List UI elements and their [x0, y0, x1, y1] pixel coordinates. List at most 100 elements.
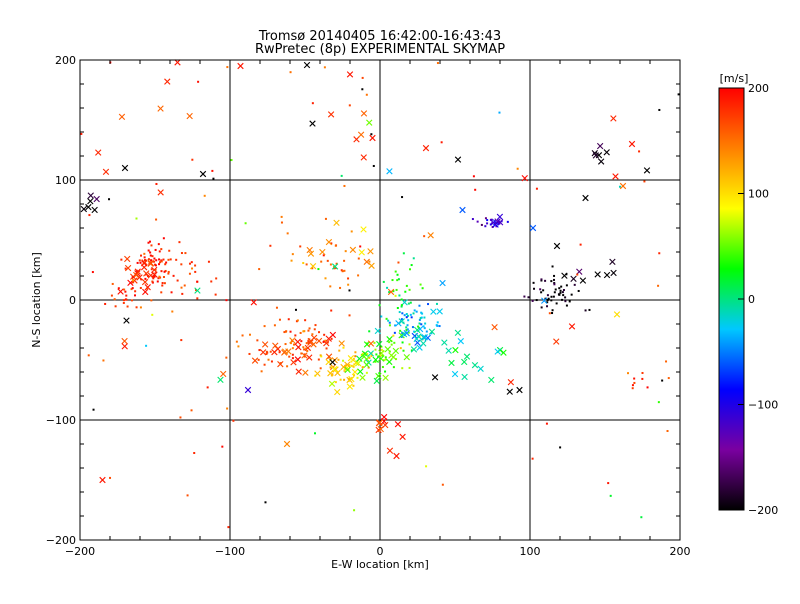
data-point-dot	[395, 288, 398, 291]
data-point-dot	[168, 249, 171, 252]
data-point-dot	[564, 296, 567, 299]
data-point-dot	[203, 194, 206, 197]
data-point-cross	[136, 274, 143, 281]
data-point-dot	[366, 353, 369, 356]
data-point-dot	[392, 366, 395, 369]
data-point-dot	[150, 244, 153, 247]
data-point-dot	[352, 357, 355, 360]
data-point-cross	[376, 419, 383, 426]
data-point-dot	[588, 308, 591, 311]
data-point-cross	[354, 360, 362, 367]
data-point-dot	[396, 307, 399, 310]
data-point-dot	[311, 267, 314, 270]
data-point-dot	[190, 261, 193, 264]
data-point-dot	[406, 328, 409, 331]
data-point-cross	[307, 339, 314, 346]
data-point-dot	[661, 379, 664, 382]
data-point-cross	[386, 168, 393, 175]
colorbar-label: [m/s]	[720, 72, 749, 85]
data-point-dot	[196, 297, 199, 300]
data-point-dot	[341, 270, 344, 273]
y-tick-label: 100	[55, 174, 76, 187]
data-point-dot	[361, 76, 364, 79]
data-point-dot	[347, 277, 350, 280]
data-point-cross	[643, 167, 651, 174]
data-point-dot	[158, 263, 161, 266]
data-point-cross	[306, 246, 313, 254]
data-point-dot	[438, 325, 441, 328]
data-point-cross	[461, 373, 468, 381]
data-point-cross	[314, 370, 321, 377]
data-point-cross	[359, 374, 366, 381]
data-point-dot	[392, 290, 395, 293]
data-point-cross	[459, 206, 466, 214]
data-point-dot	[562, 294, 565, 297]
x-tick-label: −200	[65, 545, 95, 558]
data-point-dot	[412, 312, 415, 315]
data-point-dot	[265, 353, 268, 356]
data-point-dot	[397, 261, 400, 264]
data-point-dot	[149, 240, 152, 243]
data-point-cross	[124, 255, 131, 263]
data-point-dot	[370, 354, 373, 357]
colorbar-tick-label: −200	[748, 504, 778, 517]
data-point-dot	[484, 217, 487, 220]
data-point-dot	[540, 278, 543, 281]
data-point-dot	[91, 271, 94, 274]
data-point-dot	[289, 330, 292, 333]
data-point-cross	[93, 195, 100, 203]
data-point-cross	[488, 376, 495, 384]
data-point-dot	[484, 225, 487, 228]
data-point-cross	[603, 271, 611, 279]
data-point-dot	[314, 432, 317, 435]
data-point-cross	[124, 264, 132, 272]
data-point-cross	[348, 375, 355, 383]
data-point-dot	[380, 348, 383, 351]
data-point-cross	[445, 347, 452, 354]
data-point-dot	[314, 324, 317, 327]
data-point-cross	[123, 317, 130, 324]
data-point-dot	[546, 298, 549, 301]
data-point-cross	[594, 271, 601, 278]
data-point-dot	[472, 175, 475, 178]
data-point-cross	[356, 355, 363, 362]
data-point-dot	[658, 252, 661, 255]
data-point-dot	[435, 302, 438, 305]
data-point-cross	[285, 348, 292, 355]
data-point-cross	[561, 272, 568, 279]
data-point-dot	[144, 277, 147, 280]
data-point-dot	[302, 330, 305, 333]
data-point-cross	[199, 170, 207, 178]
data-point-cross	[315, 337, 323, 345]
data-point-dot	[170, 291, 173, 294]
data-point-dot	[420, 323, 423, 326]
data-point-dot	[302, 262, 305, 265]
data-point-dot	[618, 185, 621, 188]
data-point-dot	[342, 359, 345, 362]
data-point-dot	[551, 312, 554, 315]
data-point-dot	[516, 167, 519, 170]
data-point-dot	[291, 357, 294, 360]
data-point-cross	[367, 248, 374, 255]
data-point-dot	[361, 88, 364, 91]
data-point-dot	[206, 386, 209, 389]
data-point-dot	[329, 366, 332, 369]
data-point-dot	[393, 341, 396, 344]
data-point-dot	[125, 298, 128, 301]
data-point-dot	[304, 347, 307, 350]
data-point-dot	[368, 260, 371, 263]
data-point-dot	[342, 346, 345, 349]
data-point-cross	[377, 355, 385, 362]
data-point-cross	[610, 115, 617, 122]
data-point-dot	[144, 259, 147, 262]
data-point-cross	[134, 268, 141, 275]
data-point-dot	[151, 255, 154, 258]
data-point-dot	[418, 304, 421, 307]
data-point-dot	[248, 333, 251, 336]
data-point-cross	[568, 323, 576, 330]
data-point-dot	[385, 317, 388, 320]
data-point-dot	[394, 324, 397, 327]
data-point-cross	[334, 388, 341, 396]
data-point-dot	[423, 235, 426, 238]
data-point-dot	[665, 360, 668, 363]
